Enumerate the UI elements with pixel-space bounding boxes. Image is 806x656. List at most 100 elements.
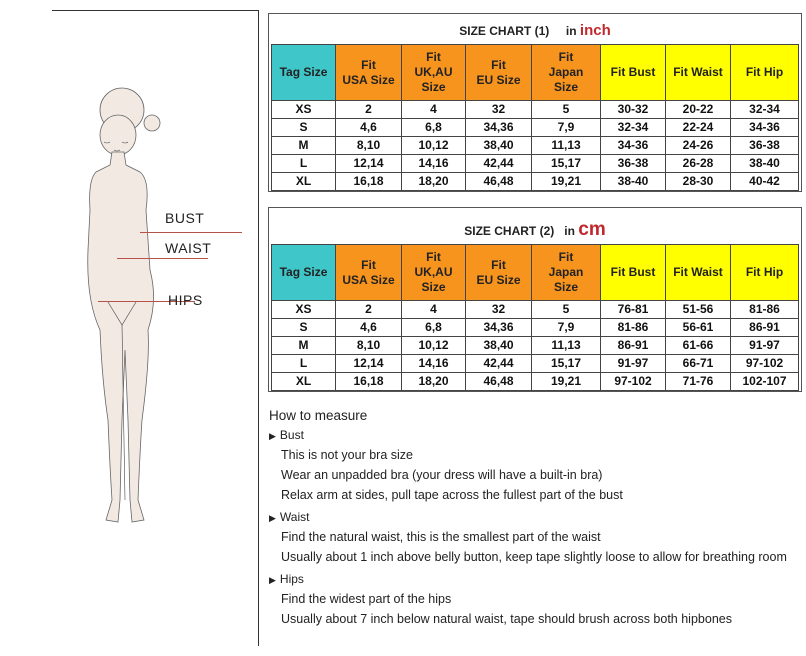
chart-title-text: SIZE CHART (1) [459, 24, 550, 38]
table-cell: 38-40 [730, 154, 799, 173]
table-row: L 12,14 14,16 42,44 15,17 36-38 26-28 38-40 [271, 154, 799, 173]
column-header: Fit UK,AU Size [401, 44, 466, 101]
table-cell: 97-102 [730, 354, 799, 373]
table-cell: 38,40 [465, 336, 532, 355]
size-table: Tag Size Fit USA Size Fit UK,AU Size Fit EU… [271, 44, 799, 191]
how-to-measure-title: How to measure [269, 408, 368, 423]
tag-size-cell: S [271, 318, 336, 337]
table-cell: 15,17 [531, 354, 601, 373]
table-cell: 12,14 [335, 354, 402, 373]
column-header: Fit EU Size [465, 44, 532, 101]
table-cell: 10,12 [401, 136, 466, 155]
table-cell: 30-32 [600, 100, 666, 119]
size-chart-cm: SIZE CHART (2) in cm Tag Size Fit USA Siz… [268, 207, 802, 392]
table-cell: 71-76 [665, 372, 731, 391]
size-chart-inch: SIZE CHART (1) in inch Tag Size Fit USA S… [268, 13, 802, 192]
measure-sections: ▶ Bust This is not your bra size Wear an un… [269, 427, 787, 629]
tag-size-cell: L [271, 354, 336, 373]
table-cell: 36-38 [600, 154, 666, 173]
table-cell: 42,44 [465, 154, 532, 173]
table-cell: 91-97 [600, 354, 666, 373]
table-cell: 42,44 [465, 354, 532, 373]
table-cell: 2 [335, 300, 402, 319]
table-row: XS 2 4 32 5 30-32 20-22 32-34 [271, 100, 799, 119]
body-figure-illustration [87, 87, 161, 523]
table-cell: 81-86 [730, 300, 799, 319]
column-header: Fit Hip [730, 44, 799, 101]
table-cell: 19,21 [531, 172, 601, 191]
table-cell: 97-102 [600, 372, 666, 391]
table-cell: 22-24 [665, 118, 731, 137]
instruction-line: Find the widest part of the hips [281, 592, 452, 606]
table-cell: 5 [531, 300, 601, 319]
measure-line-bust [140, 232, 242, 233]
column-header: Fit Bust [600, 244, 666, 301]
header-row: Tag Size Fit USA Size Fit UK,AU Size Fit EU… [271, 44, 799, 101]
table-cell: 4 [401, 100, 466, 119]
table-row: XL 16,18 18,20 46,48 19,21 38-40 28-30 40-42 [271, 172, 799, 191]
table-cell: 34,36 [465, 118, 532, 137]
instruction-line: Usually about 7 inch below natural waist… [281, 612, 732, 626]
column-header: Fit Waist [665, 244, 731, 301]
instruction-line: Wear an unpadded bra (your dress will ha… [281, 468, 603, 482]
table-cell: 18,20 [401, 172, 466, 191]
table-cell: 91-97 [730, 336, 799, 355]
column-header: Fit Japan Size [531, 44, 601, 101]
size-table: Tag Size Fit USA Size Fit UK,AU Size Fit EU… [271, 244, 799, 391]
table-cell: 32 [465, 300, 532, 319]
table-cell: 34-36 [600, 136, 666, 155]
table-cell: 51-56 [665, 300, 731, 319]
chart-title: SIZE CHART (1) in inch [269, 14, 801, 44]
table-cell: 14,16 [401, 354, 466, 373]
bullet-triangle-icon: ▶ [269, 575, 276, 585]
table-cell: 32-34 [600, 118, 666, 137]
measure-line-waist [117, 258, 208, 259]
bust-label: BUST [165, 210, 205, 226]
table-cell: 10,12 [401, 336, 466, 355]
table-cell: 12,14 [335, 154, 402, 173]
column-header: Tag Size [271, 244, 336, 301]
table-cell: 11,13 [531, 136, 601, 155]
unit-label: cm [578, 219, 606, 240]
vertical-divider [258, 10, 259, 646]
bullet-triangle-icon: ▶ [269, 513, 276, 523]
tag-size-cell: M [271, 336, 336, 355]
header-row: Tag Size Fit USA Size Fit UK,AU Size Fit EU… [271, 244, 799, 301]
how-to-measure: How to measure ▶ Bust This is not your bra… [269, 408, 787, 629]
tag-size-cell: M [271, 136, 336, 155]
table-cell: 7,9 [531, 118, 601, 137]
table-cell: 8,10 [335, 336, 402, 355]
table-cell: 81-86 [600, 318, 666, 337]
table-cell: 32-34 [730, 100, 799, 119]
table-cell: 15,17 [531, 154, 601, 173]
table-row: S 4,6 6,8 34,36 7,9 81-86 56-61 86-91 [271, 318, 799, 337]
chart-title: SIZE CHART (2) in cm [269, 208, 801, 244]
unit-label: inch [579, 22, 611, 39]
table-cell: 46,48 [465, 172, 532, 191]
table-cell: 5 [531, 100, 601, 119]
table-row: L 12,14 14,16 42,44 15,17 91-97 66-71 97-102 [271, 354, 799, 373]
tag-size-cell: L [271, 154, 336, 173]
top-divider [52, 10, 259, 11]
column-header: Fit Bust [600, 44, 666, 101]
table-cell: 4,6 [335, 318, 402, 337]
table-row: M 8,10 10,12 38,40 11,13 34-36 24-26 36-38 [271, 136, 799, 155]
table-cell: 16,18 [335, 172, 402, 191]
table-cell: 34-36 [730, 118, 799, 137]
measure-section-heading: ▶ Waist [269, 509, 787, 527]
table-cell: 36-38 [730, 136, 799, 155]
instruction-line: Usually about 1 inch above belly button,… [281, 550, 787, 564]
table-cell: 24-26 [665, 136, 731, 155]
table-cell: 86-91 [730, 318, 799, 337]
table-cell: 26-28 [665, 154, 731, 173]
column-header: Fit USA Size [335, 244, 402, 301]
column-header: Fit Waist [665, 44, 731, 101]
table-cell: 66-71 [665, 354, 731, 373]
table-cell: 102-107 [730, 372, 799, 391]
column-header: Fit Japan Size [531, 244, 601, 301]
column-header: Fit USA Size [335, 44, 402, 101]
tag-size-cell: XL [271, 372, 336, 391]
table-cell: 6,8 [401, 118, 466, 137]
column-header: Fit UK,AU Size [401, 244, 466, 301]
table-cell: 56-61 [665, 318, 731, 337]
